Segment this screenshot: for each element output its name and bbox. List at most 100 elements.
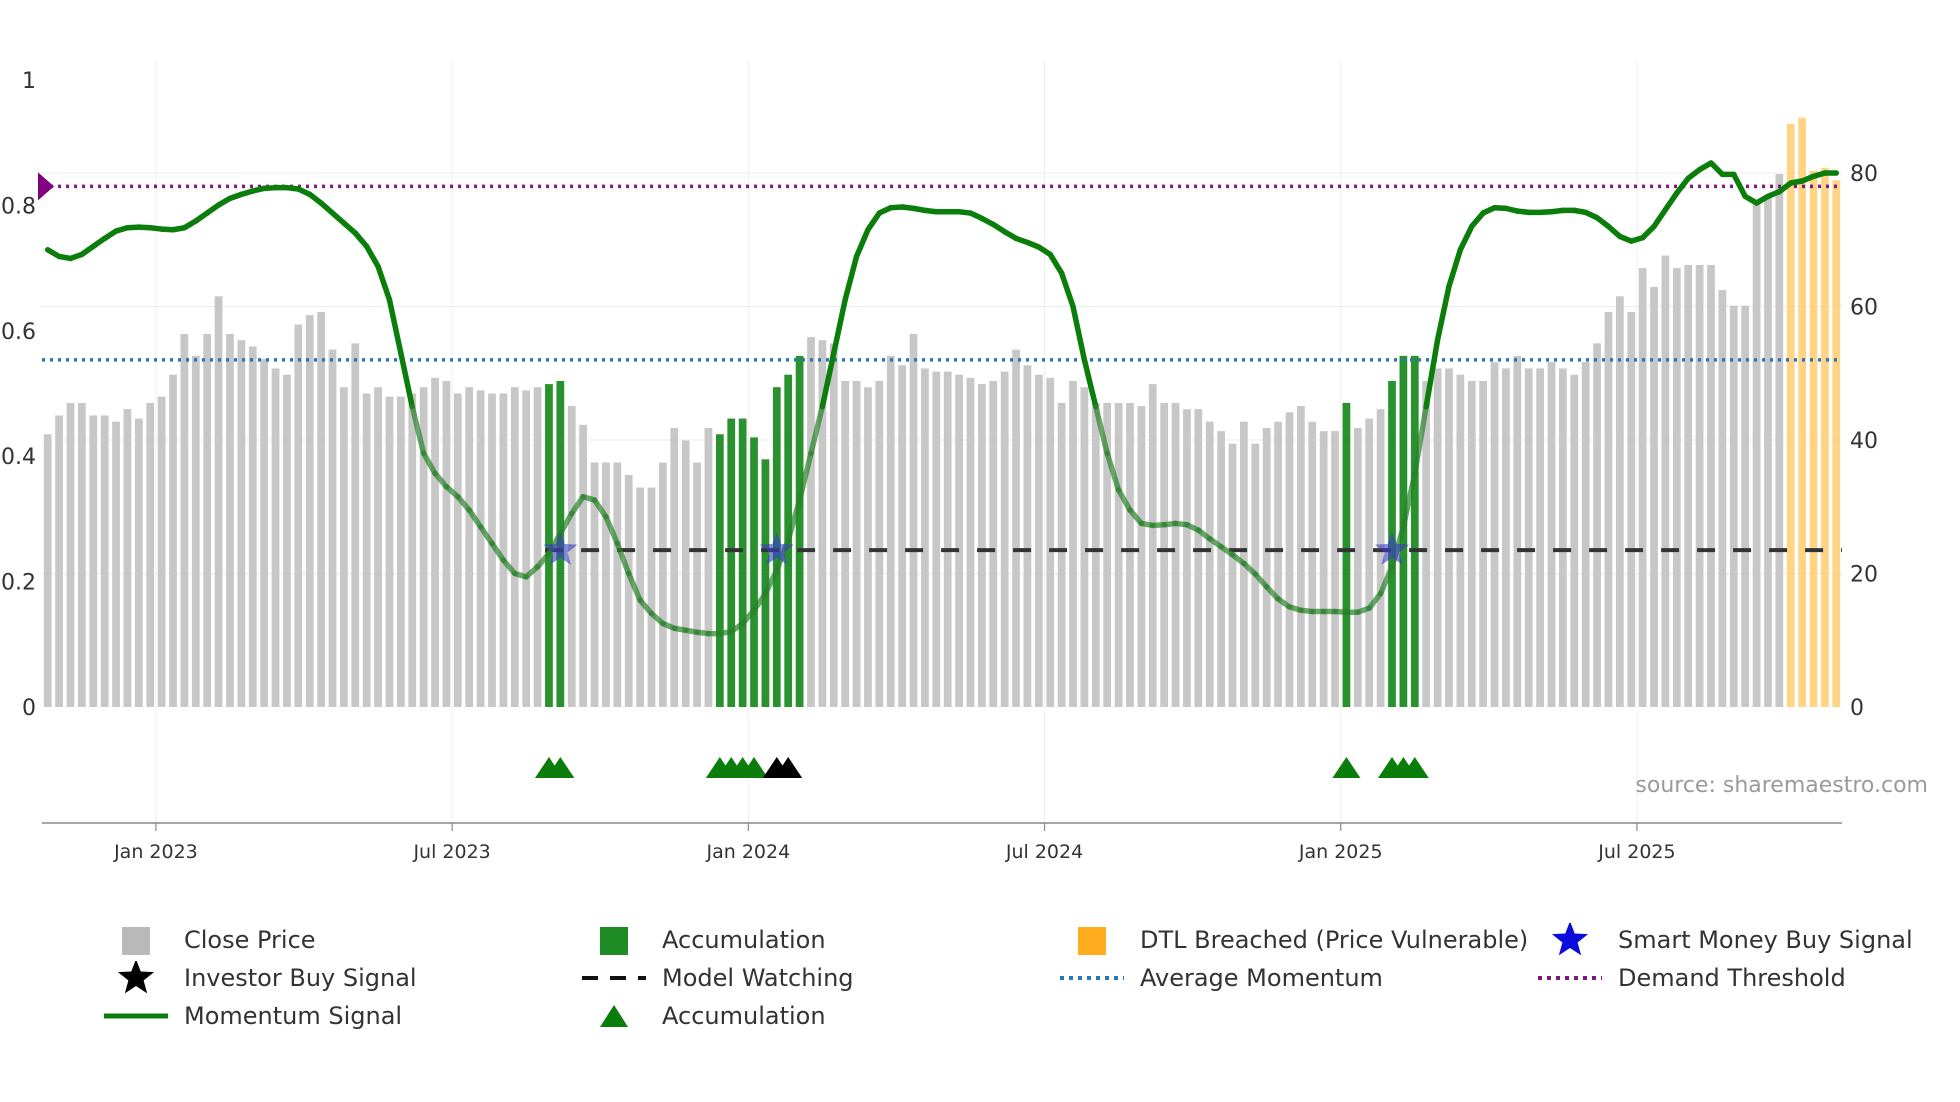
close-price-bar (1581, 362, 1590, 707)
close-price-bar (112, 421, 120, 707)
close-price-bar (351, 343, 360, 707)
momentum-segment (557, 510, 575, 537)
close-price-bar (66, 402, 75, 707)
close-price-bar (1547, 362, 1556, 707)
momentum-segment (842, 253, 860, 303)
close-price-bar (408, 393, 417, 707)
close-price-bar (932, 371, 941, 707)
close-price-bar (1228, 443, 1237, 707)
close-price-bar (1422, 380, 1431, 707)
momentum-segment (1662, 190, 1680, 213)
smart-money-buy-marker (1374, 532, 1410, 565)
close-price-bar (533, 387, 542, 707)
close-price-bar (510, 387, 519, 707)
close-price-bar (260, 359, 269, 707)
momentum-segment (1423, 337, 1441, 410)
close-price-bar (898, 365, 906, 707)
close-price-bars (43, 117, 1841, 708)
right-axis-tick-label: 20 (1850, 563, 1878, 588)
dtl-breached-bar (1798, 117, 1806, 708)
momentum-segment (568, 493, 586, 517)
momentum-segment (808, 403, 826, 457)
dtl-breached-bar (1821, 167, 1829, 707)
close-price-bar (1080, 387, 1089, 707)
momentum-segment (1468, 210, 1486, 230)
accumulation-bar (1342, 402, 1351, 707)
close-price-bar (1650, 286, 1658, 707)
close-price-bar (499, 393, 508, 707)
close-price-bar (374, 387, 382, 707)
momentum-segment (363, 243, 381, 270)
close-price-bar (226, 333, 234, 707)
close-price-bar (1331, 431, 1339, 707)
close-price-bar (385, 396, 394, 707)
accumulation-bar (715, 434, 724, 707)
dtl-breached-bar (1809, 170, 1818, 708)
close-price-bar (1718, 290, 1727, 707)
momentum-segment (466, 507, 484, 530)
signal-markers (534, 532, 1429, 778)
momentum-segment (1651, 206, 1669, 230)
momentum-segment (865, 210, 883, 233)
close-price-bar (1296, 406, 1305, 707)
close-price-bar (134, 418, 143, 707)
momentum-segment (853, 226, 871, 260)
x-axis-tick-label: Jul 2023 (412, 841, 490, 863)
close-price-bar (1262, 427, 1271, 707)
close-price-bar (1456, 374, 1465, 707)
momentum-segment (603, 514, 621, 547)
momentum-segment (489, 540, 507, 563)
close-price-bar (1672, 268, 1681, 707)
left-axis-tick-label: 0.2 (1, 571, 36, 596)
close-price-bar (624, 475, 633, 707)
momentum-segment (591, 497, 609, 520)
momentum-segment (352, 230, 370, 250)
momentum-segment (375, 263, 393, 303)
dtl-breached-bar (1832, 180, 1841, 707)
close-price-bar (1707, 264, 1715, 707)
demand-threshold-marker (38, 172, 54, 201)
close-price-bar (1285, 412, 1294, 707)
close-price-bar (1695, 264, 1704, 707)
close-price-bar (909, 333, 918, 707)
x-axis-tick-label: Jul 2025 (1597, 841, 1675, 863)
momentum-segment (1081, 357, 1099, 410)
source-label: source: sharemaestro.com (1635, 773, 1928, 798)
momentum-segment (739, 607, 757, 627)
close-price-bar (442, 380, 451, 707)
close-price-bar (1741, 305, 1750, 707)
close-price-bar (1445, 368, 1453, 707)
momentum-segment (1366, 590, 1384, 611)
right-axis-tick-label: 0 (1850, 696, 1864, 721)
close-price-bar (1194, 409, 1203, 707)
accumulation-bar (1410, 355, 1419, 707)
momentum-segment (819, 350, 837, 410)
close-price-bar (1467, 380, 1476, 707)
momentum-segment (637, 597, 655, 617)
accumulation-bar (761, 459, 770, 707)
x-axis-tick-label: Jul 2024 (1005, 841, 1083, 863)
close-price-bar (886, 355, 895, 707)
close-price-bar (1684, 264, 1693, 707)
close-price-bar (1103, 402, 1112, 707)
close-price-bar (317, 311, 325, 707)
close-price-bar (191, 355, 200, 707)
close-price-bar (419, 387, 428, 707)
axes: 0 0.2 0.4 0.6 0.8 1 0 20 40 60 80 Jan 2023 Jul 2023 J… (1, 69, 1878, 863)
momentum-segment (1731, 171, 1748, 200)
left-axis-tick-label: 0.8 (1, 194, 36, 219)
close-price-bar (78, 402, 86, 707)
close-price-bar (841, 380, 850, 707)
momentum-segment (1058, 270, 1076, 310)
close-price-bar (1490, 362, 1499, 707)
close-price-bar (989, 380, 998, 707)
momentum-segment (1070, 303, 1088, 363)
close-price-bar (248, 346, 257, 707)
close-price-bar (43, 434, 52, 707)
left-axis-tick-label: 0.4 (1, 445, 36, 470)
momentum-segment (1377, 564, 1395, 597)
momentum-segment (477, 524, 495, 547)
close-price-bar (123, 409, 132, 707)
momentum-segment (398, 350, 416, 410)
smart-money-buy-marker (759, 532, 794, 565)
